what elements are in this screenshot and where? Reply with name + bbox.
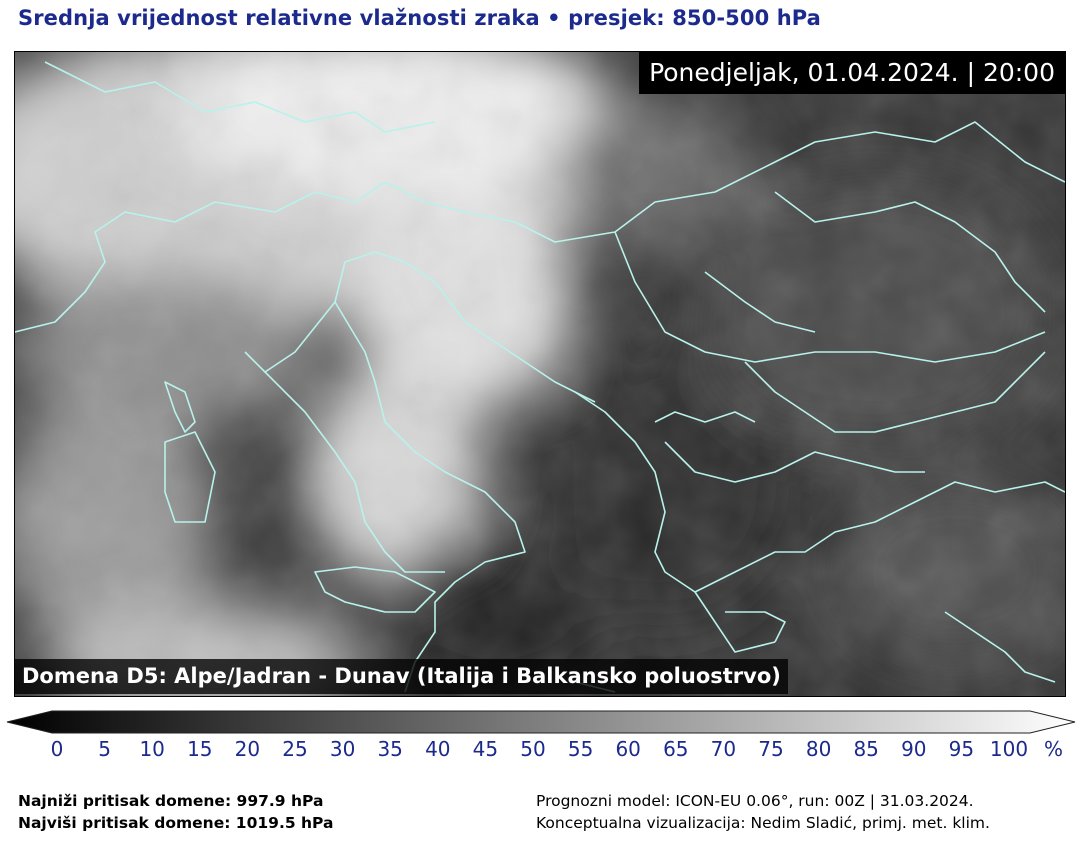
credits: Prognozni model: ICON-EU 0.06°, run: 00Z… xyxy=(536,790,990,834)
colorbar-tick-label: 85 xyxy=(853,737,879,761)
author-credit: Konceptualna vizualizacija: Nedim Sladić… xyxy=(536,814,990,832)
colorbar-tick-label: 30 xyxy=(329,737,356,761)
pressure-info: Najniži pritisak domene: 997.9 hPa Najvi… xyxy=(18,790,333,834)
colorbar-unit: % xyxy=(1044,737,1064,761)
colorbar-tick-label: 25 xyxy=(282,737,308,761)
colorbar-tick-label: 10 xyxy=(139,737,165,761)
colorbar-tick-label: 50 xyxy=(520,737,546,761)
colorbar-ticks: 0 5 10 15 20 25 30 35 40 45 50 55 60 65 70 75 80 85 90 95 10… xyxy=(0,737,1080,763)
colorbar-tick-label: 40 xyxy=(425,737,451,761)
colorbar-tick-label: 20 xyxy=(234,737,261,761)
humidity-field xyxy=(15,52,1065,696)
forecast-datetime: Ponedjeljak, 01.04.2024. | 20:00 xyxy=(639,52,1065,94)
colorbar-tick-label: 100 xyxy=(989,737,1029,761)
colorbar-tick-label: 0 xyxy=(50,737,64,761)
min-pressure: Najniži pritisak domene: 997.9 hPa xyxy=(18,792,324,810)
colorbar-tick-label: 5 xyxy=(98,737,111,761)
colorbar-tick-label: 90 xyxy=(901,737,927,761)
colorbar-tick-label: 80 xyxy=(805,737,832,761)
page-title: Srednja vrijednost relativne vlažnosti z… xyxy=(18,6,821,30)
colorbar-tick-label: 35 xyxy=(377,737,403,761)
model-info: Prognozni model: ICON-EU 0.06°, run: 00Z… xyxy=(536,792,974,810)
colorbar-tick-label: 60 xyxy=(615,737,641,761)
colorbar-tick-label: 75 xyxy=(758,737,784,761)
colorbar-tick-label: 95 xyxy=(948,737,975,761)
colorbar-tick-label: 45 xyxy=(472,737,499,761)
colorbar-tick-label: 70 xyxy=(710,737,737,761)
colorbar-tick-label: 15 xyxy=(187,737,213,761)
max-pressure: Najviši pritisak domene: 1019.5 hPa xyxy=(18,814,334,832)
humidity-map: Ponedjeljak, 01.04.2024. | 20:00 Domena … xyxy=(14,51,1066,697)
colorbar-tick-label: 65 xyxy=(663,737,689,761)
coastlines-borders xyxy=(15,61,1065,693)
domain-label: Domena D5: Alpe/Jadran - Dunav (Italija … xyxy=(15,659,788,694)
colorbar-tick-label: 55 xyxy=(567,737,594,761)
colorbar xyxy=(6,710,1076,734)
